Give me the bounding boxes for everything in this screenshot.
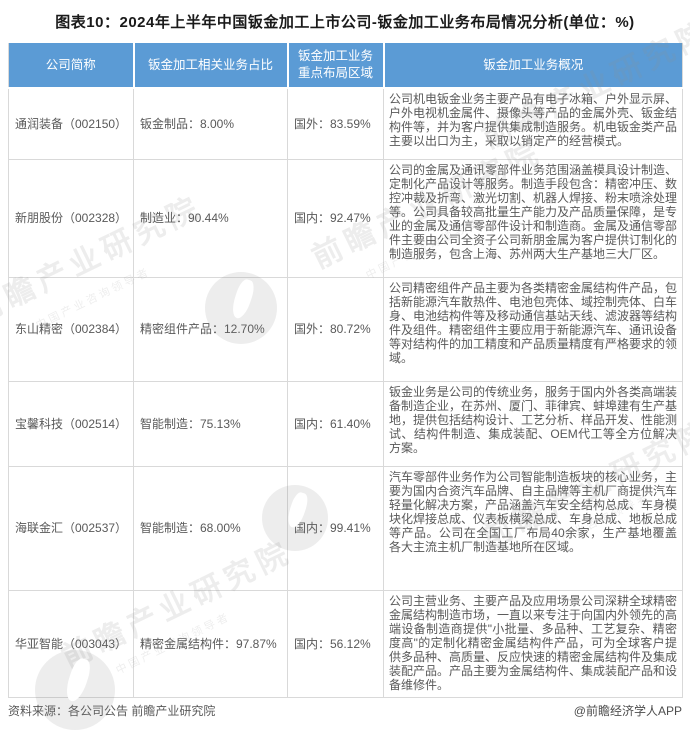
business-overview: 汽车零部件业务作为公司智能制造板块的核心业务，主要为国内合资汽车品牌、自主品牌等… <box>383 465 683 591</box>
footer: 资料来源：各公司公告 前瞻产业研究院 @前瞻经济学人APP <box>8 702 682 719</box>
business-ratio: 智能制造：75.13% <box>133 380 288 467</box>
business-ratio: 精密金属结构件：97.87% <box>133 589 288 698</box>
key-region: 国内：61.40% <box>287 380 384 467</box>
data-source-text: 资料来源：各公司公告 前瞻产业研究院 <box>8 704 216 718</box>
business-overview: 公司的金属及通讯零部件业务范围涵盖模具设计制造、定制化产品设计等服务。制造手段包… <box>383 158 683 278</box>
company-name: 通润装备（002150） <box>8 87 134 160</box>
company-table: 公司简称 钣金加工相关业务占比 钣金加工业务重点布局区域 钣金加工业务概况 通润… <box>8 41 683 698</box>
table-row: 东山精密（002384） 精密组件产品：12.70% 国外：80.72% 公司精… <box>8 276 683 382</box>
company-name: 东山精密（002384） <box>8 276 134 382</box>
table-row: 海联金汇（002537） 智能制造：68.00% 国内：99.41% 汽车零部件… <box>8 465 683 591</box>
credit-text: @前瞻经济学人APP <box>573 704 682 718</box>
table-row: 新朋股份（002328） 制造业：90.44% 国内：92.47% 公司的金属及… <box>8 158 683 278</box>
table-row: 宝馨科技（002514） 智能制造：75.13% 国内：61.40% 钣金业务是… <box>8 380 683 467</box>
key-region: 国内：92.47% <box>287 158 384 278</box>
key-region: 国外：80.72% <box>287 276 384 382</box>
company-name: 华亚智能（003043） <box>8 589 134 698</box>
company-name: 宝馨科技（002514） <box>8 380 134 467</box>
business-overview: 公司精密组件产品主要为各类精密金属结构件产品，包括新能源汽车散热件、电池包壳体、… <box>383 276 683 382</box>
key-region: 国内：56.12% <box>287 589 384 698</box>
key-region: 国外：83.59% <box>287 87 384 160</box>
table-row: 通润装备（002150） 钣金制品：8.00% 国外：83.59% 公司机电钣金… <box>8 87 683 160</box>
business-overview: 公司主营业务、主要产品及应用场景公司深耕全球精密金属结构制造市场，一直以来专注于… <box>383 589 683 698</box>
table-row: 华亚智能（003043） 精密金属结构件：97.87% 国内：56.12% 公司… <box>8 589 683 698</box>
business-ratio: 精密组件产品：12.70% <box>133 276 288 382</box>
column-header-ratio: 钣金加工相关业务占比 <box>132 41 289 89</box>
column-header-overview: 钣金加工业务概况 <box>382 41 683 89</box>
table-header-row: 公司简称 钣金加工相关业务占比 钣金加工业务重点布局区域 钣金加工业务概况 <box>8 41 683 89</box>
business-overview: 钣金业务是公司的传统业务，服务于国内外各类高端装备制造企业，在苏州、厦门、菲律宾… <box>383 380 683 467</box>
page-title: 图表10：2024年上半年中国钣金加工上市公司-钣金加工业务布局情况分析(单位：… <box>55 14 635 31</box>
key-region: 国内：99.41% <box>287 465 384 591</box>
business-ratio: 钣金制品：8.00% <box>133 87 288 160</box>
business-overview: 公司机电钣金业务主要产品有电子冰箱、户外显示屏、户外电视机金属件、摄像头等产品的… <box>383 87 683 160</box>
column-header-region: 钣金加工业务重点布局区域 <box>286 41 385 89</box>
business-ratio: 制造业：90.44% <box>133 158 288 278</box>
column-header-company: 公司简称 <box>8 41 135 89</box>
company-name: 海联金汇（002537） <box>8 465 134 591</box>
company-name: 新朋股份（002328） <box>8 158 134 278</box>
business-ratio: 智能制造：68.00% <box>133 465 288 591</box>
